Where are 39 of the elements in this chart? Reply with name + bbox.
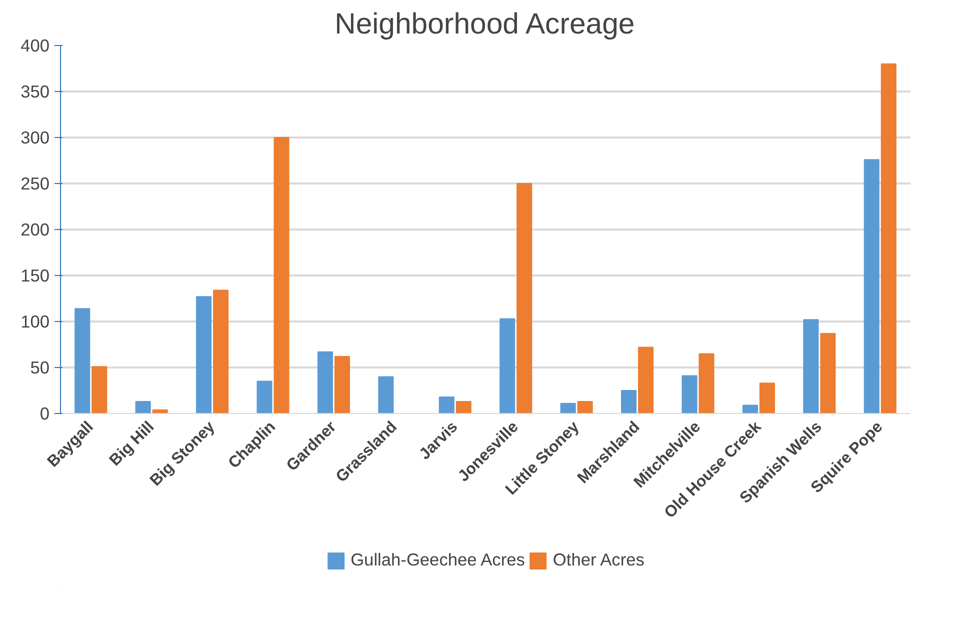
bar: [864, 159, 880, 414]
y-tick-label: 300: [20, 128, 50, 148]
bar: [577, 401, 593, 414]
bar: [196, 296, 212, 414]
y-tick-label: 0: [40, 404, 50, 424]
bar: [213, 290, 229, 414]
legend-label: Gullah-Geechee Acres: [350, 550, 525, 570]
bar: [378, 376, 394, 414]
bar: [742, 404, 758, 414]
bar: [317, 351, 333, 414]
bar: [820, 332, 836, 414]
bar: [803, 319, 819, 414]
bar: [334, 356, 350, 414]
bar: [682, 375, 698, 414]
bar: [638, 346, 654, 414]
legend-label: Other Acres: [552, 550, 644, 570]
y-tick-label: 250: [20, 174, 50, 194]
y-tick-label: 200: [20, 220, 50, 240]
bar: [256, 380, 272, 414]
bar: [438, 396, 454, 414]
bar: [560, 402, 576, 414]
bar: [621, 390, 637, 414]
y-tick-label: 400: [20, 36, 50, 56]
bar: [456, 401, 472, 414]
bar: [759, 382, 775, 414]
bar: [135, 401, 151, 414]
y-tick-label: 150: [20, 266, 50, 286]
bar: [880, 63, 896, 414]
bar: [698, 353, 714, 414]
bar: [274, 137, 290, 414]
x-tick-label: Big Hill: [106, 418, 158, 470]
y-tick-label: 100: [20, 312, 50, 332]
y-tick-label: 350: [20, 82, 50, 102]
bar: [74, 308, 90, 414]
bar: [500, 318, 516, 414]
chart-title: Neighborhood Acreage: [334, 8, 635, 40]
bar: [92, 366, 108, 414]
y-tick-label: 50: [30, 358, 50, 378]
bar: [516, 183, 532, 414]
